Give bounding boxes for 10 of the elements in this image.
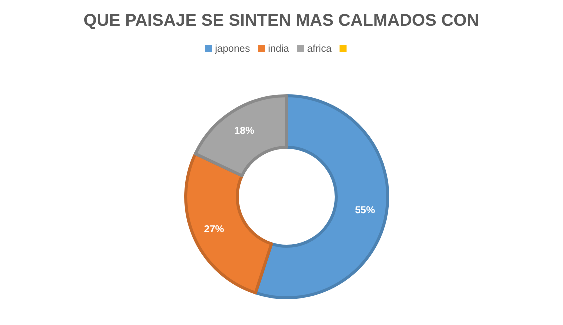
legend-label: africa bbox=[307, 44, 332, 55]
data-label: 27% bbox=[204, 224, 224, 236]
data-label: 18% bbox=[234, 126, 255, 138]
legend-label: japones bbox=[214, 44, 250, 55]
donut-slice bbox=[194, 94, 288, 178]
donut-slice bbox=[184, 152, 274, 295]
donut-slice bbox=[254, 94, 390, 300]
data-label: 55% bbox=[355, 205, 376, 216]
legend-label: india bbox=[268, 44, 290, 55]
chart-title: QUE PAISAJE SE SINTEN MAS CALMADOS CON bbox=[84, 11, 480, 30]
